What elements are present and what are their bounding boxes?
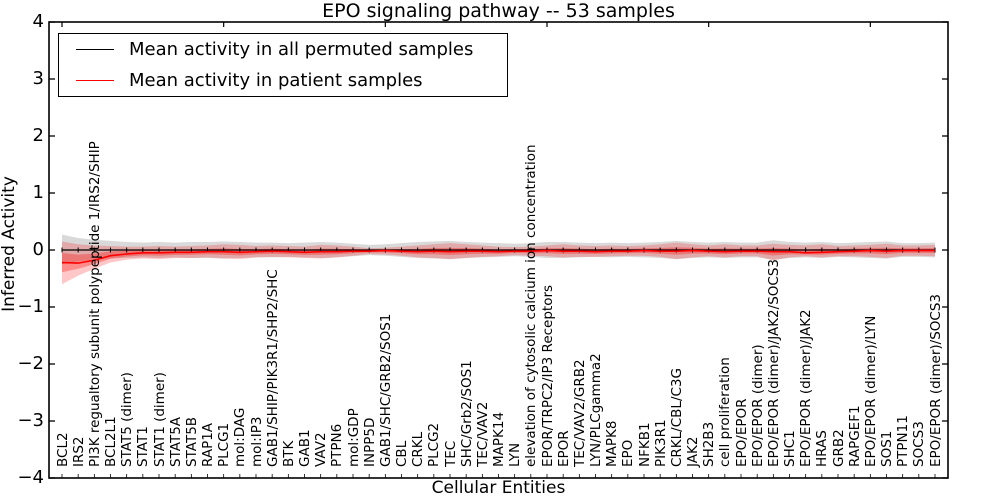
y-tick-label: −2 [17,353,44,374]
x-axis-label: Cellular Entities [431,478,566,498]
x-tick-label: cell proliferation [717,357,734,467]
x-tick-label: PLCG2 [426,422,443,467]
legend-line-patient-icon [76,80,114,81]
x-tick-label: SOCS3 [911,421,928,467]
x-tick-label: SOS1 [879,430,895,467]
x-tick-label: PTPN6 [329,423,346,467]
x-tick-label: SH2B3 [701,421,718,467]
x-tick-label: EPO [620,439,637,467]
legend-label-patient: Mean activity in patient samples [129,70,423,91]
x-tick-label: EPO/EPOR (dimer)/JAK2/SOCS3 [765,259,782,467]
x-tick-label: VAV2 [313,432,330,467]
x-tick-label: SHC1 [782,430,798,467]
x-tick-label: MAPK8 [604,420,621,467]
x-tick-label: PIK3R1 [652,419,669,467]
x-tick-label: PTPN11 [895,415,912,467]
x-tick-label: STAT5A [167,416,184,467]
y-tick-label: −3 [17,410,44,431]
x-tick-label: TEC [442,440,459,467]
x-tick-label: SHC/Grb2/SOS1 [458,360,475,467]
x-tick-label: STAT5B [183,416,200,467]
x-tick-label: TEC/VAV2/GRB2 [571,359,588,467]
x-tick-label: CRKL [410,431,427,467]
x-tick-label: BTK [280,440,297,467]
chart-title: EPO signaling pathway -- 53 samples [322,0,675,22]
x-tick-label: JAK2 [685,436,701,467]
x-tick-label: EPO/EPOR (dimer) [749,344,766,467]
x-tick-label: HRAS [814,430,831,467]
x-tick-label: EPOR/TRPC2/IP3 Receptors [539,284,556,467]
x-tick-label: RAPGEF1 [846,405,863,467]
x-tick-label: RAP1A [200,422,216,467]
x-tick-label: mol:IP3 [248,416,265,467]
x-tick-label: EPO/EPOR (dimer)/JAK2 [798,309,815,467]
x-tick-label: GAB1/SHC/GRB2/SOS1 [377,313,394,467]
x-tick-label: CRKL/CBL/C3G [668,368,685,467]
x-tick-label: PLCG1 [216,422,233,467]
x-tick-label: GAB1/SHIP/PIK3R1/SHP2/SHC [264,269,281,467]
x-tick-label: GAB1 [297,429,313,467]
y-tick-label: 3 [32,68,44,89]
x-tick-label: EPO/EPOR (dimer)/SOCS3 [927,293,944,467]
x-tick-label: LYN/PLCgamma2 [588,353,604,467]
y-tick-label: 2 [32,125,44,146]
legend-line-permuted-icon [76,49,114,50]
x-tick-label: EPO/EPOR [733,398,750,467]
x-tick-label: BCL2L1 [103,416,119,467]
patient-band-inner [62,247,935,273]
legend-item-patient: Mean activity in patient samples [59,70,507,91]
x-tick-label: EPOR [555,430,572,467]
x-tick-label: CBL [394,440,410,467]
x-tick-label: LYN [507,442,524,467]
x-tick-label: INPP5D [361,417,378,467]
x-tick-label: mol:DAG [232,407,249,467]
x-tick-label: IRS2 [70,436,87,467]
x-tick-label: PI3K regualtory subunit polypeptide 1/IR… [86,141,103,467]
legend-item-permuted: Mean activity in all permuted samples [59,39,507,60]
x-tick-label: MAPK14 [491,411,507,467]
legend: Mean activity in all permuted samples Me… [58,33,508,97]
x-tick-label: GRB2 [830,429,847,467]
x-tick-label: elevation of cytosolic calcium ion conce… [523,144,540,467]
x-tick-label: STAT1 [135,426,152,467]
x-tick-label: STAT1 (dimer) [151,372,168,467]
x-tick-label: BCL2 [54,432,71,467]
y-tick-label: −1 [17,296,44,317]
x-tick-label: STAT5 (dimer) [119,372,136,467]
legend-label-permuted: Mean activity in all permuted samples [129,39,474,60]
x-tick-label: EPO/EPOR (dimer)/LYN [862,315,879,467]
y-tick-label: 1 [32,182,44,203]
y-tick-label: 0 [32,239,44,260]
y-tick-label: 4 [32,11,44,32]
x-tick-label: NFKB1 [636,422,653,467]
x-tick-label: mol:GDP [345,408,362,467]
patient-mean-line [61,249,935,264]
y-tick-label: −4 [17,467,44,488]
x-tick-label: TEC/VAV2 [474,401,491,467]
